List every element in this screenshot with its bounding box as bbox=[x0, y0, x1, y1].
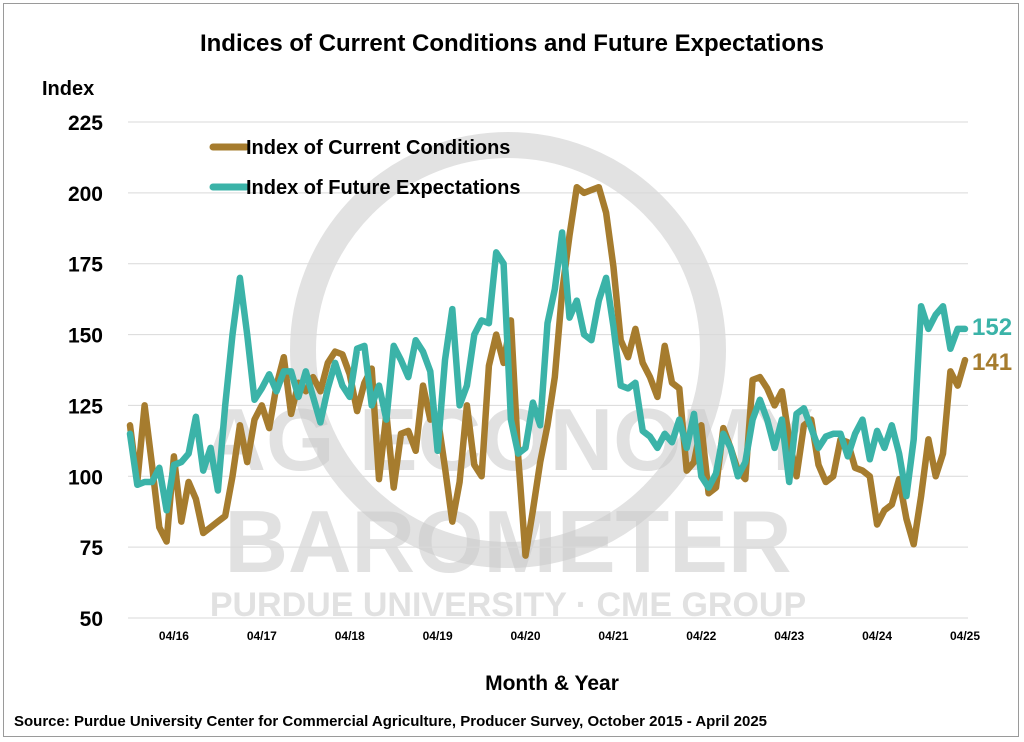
watermark-gauge-ring bbox=[290, 132, 726, 568]
watermark-line2: BAROMETER bbox=[224, 492, 791, 591]
y-tick-label: 200 bbox=[68, 183, 103, 206]
x-axis-ticks: 04/16 04/17 04/18 04/19 04/20 04/21 04/22 04/23… bbox=[159, 629, 980, 643]
x-axis-label: Month & Year bbox=[485, 672, 619, 695]
y-tick-label: 225 bbox=[68, 112, 103, 135]
series-end-label: 141 bbox=[972, 349, 1012, 376]
x-tick-label: 04/18 bbox=[335, 629, 365, 643]
x-tick-label: 04/19 bbox=[423, 629, 453, 643]
series-end-label: 152 bbox=[972, 314, 1012, 341]
y-tick-label: 100 bbox=[68, 466, 103, 489]
x-tick-label: 04/21 bbox=[598, 629, 628, 643]
legend-label: Index of Future Expectations bbox=[246, 177, 520, 199]
x-tick-label: 04/23 bbox=[774, 629, 804, 643]
y-tick-label: 125 bbox=[68, 395, 103, 418]
series-line-future-expectations bbox=[126, 229, 969, 514]
y-tick-label: 175 bbox=[68, 254, 103, 277]
x-tick-label: 04/17 bbox=[247, 629, 277, 643]
x-tick-label: 04/24 bbox=[862, 629, 892, 643]
chart-frame bbox=[3, 3, 1019, 737]
source-note: Source: Purdue University Center for Com… bbox=[14, 713, 768, 730]
series-line-current-conditions bbox=[126, 183, 969, 559]
x-tick-label: 04/20 bbox=[511, 629, 541, 643]
y-axis-ticks: 50 75 100 125 150 175 200 225 bbox=[68, 112, 103, 631]
x-tick-label: 04/25 bbox=[950, 629, 980, 643]
y-axis-label: Index bbox=[42, 78, 95, 100]
y-tick-label: 150 bbox=[68, 325, 103, 348]
y-tick-label: 75 bbox=[80, 537, 104, 560]
x-tick-label: 04/16 bbox=[159, 629, 189, 643]
chart-title: Indices of Current Conditions and Future… bbox=[199, 30, 825, 57]
y-tick-label: 50 bbox=[80, 608, 103, 631]
x-tick-label: 04/22 bbox=[686, 629, 716, 643]
series-lines bbox=[126, 183, 969, 559]
legend-label: Index of Current Conditions bbox=[246, 137, 510, 159]
legend: Index of Current Conditions Index of Futu… bbox=[209, 137, 520, 199]
